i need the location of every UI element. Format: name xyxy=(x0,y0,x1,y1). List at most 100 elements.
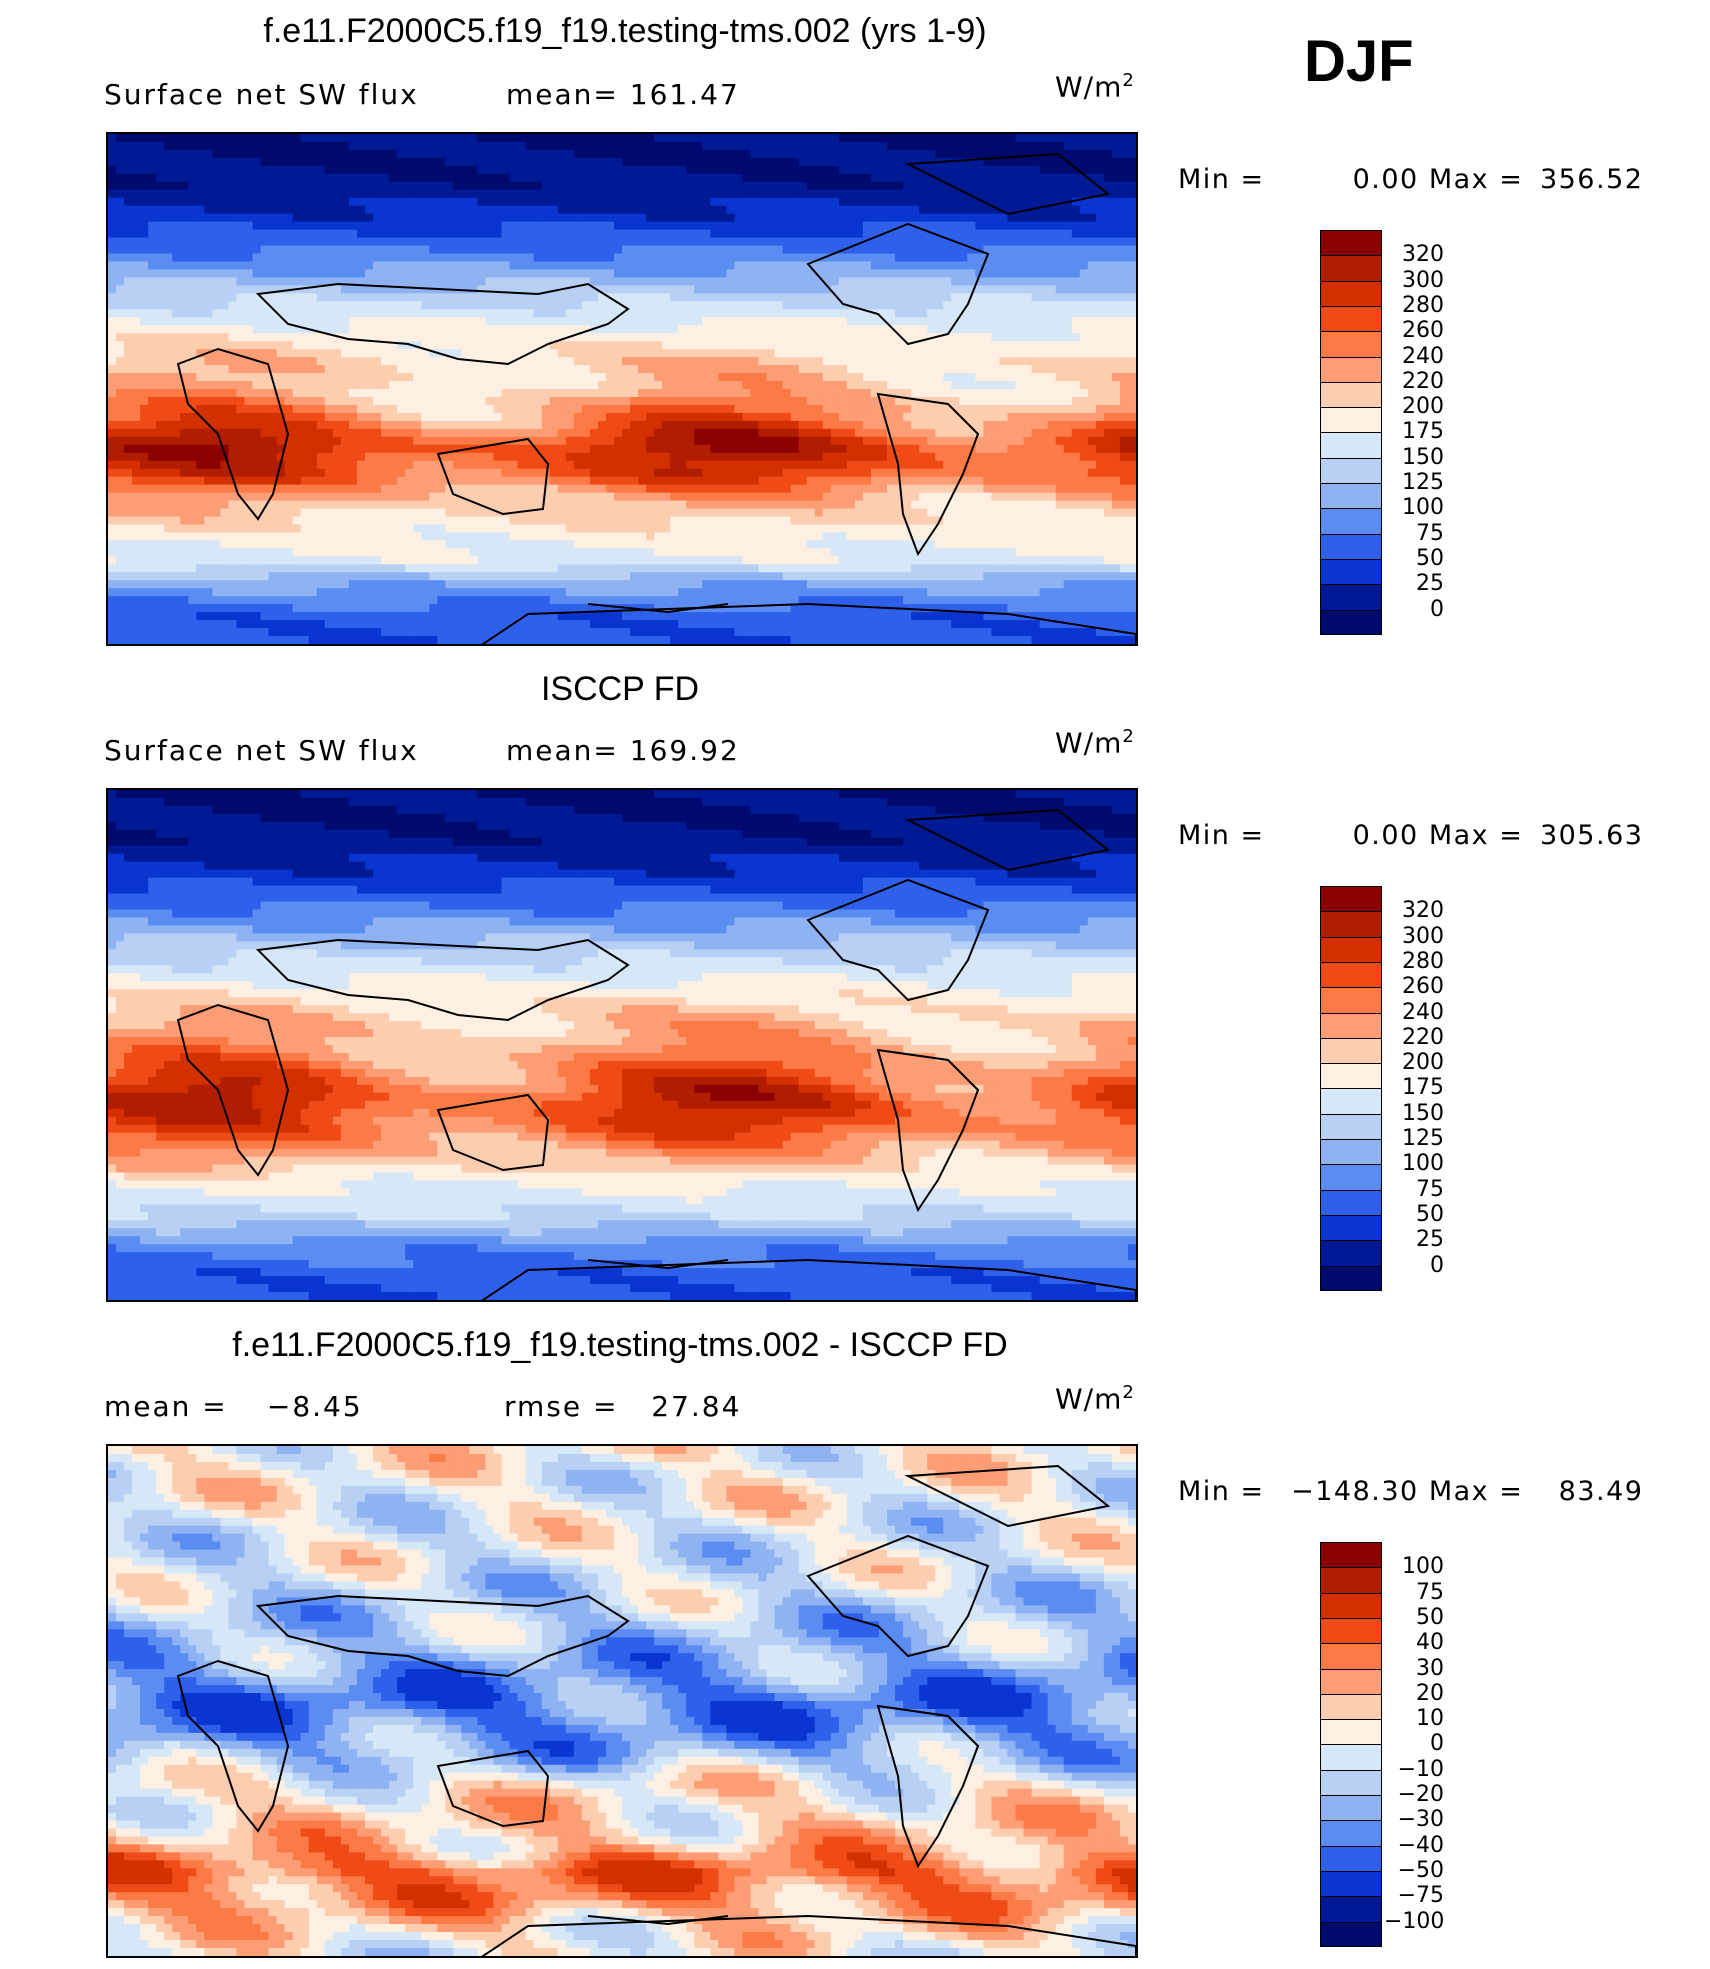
colorbar-tick-label: 100 xyxy=(1384,1556,1444,1578)
colorbar-tick-label: 10 xyxy=(1384,1708,1444,1730)
colorbar-swatch xyxy=(1320,255,1382,282)
panel-title: f.e11.F2000C5.f19_f19.testing-tms.002 - … xyxy=(0,1326,1240,1365)
variable-label: Surface net SW flux xyxy=(104,734,419,767)
mean-label: mean= xyxy=(506,78,619,111)
colorbar-swatch xyxy=(1320,407,1382,433)
colorbar-tick-label: 25 xyxy=(1384,573,1444,595)
colorbar-tick-label: −40 xyxy=(1384,1834,1444,1857)
coastline xyxy=(176,347,290,521)
min-label: Min = xyxy=(1178,164,1265,195)
panel-title: f.e11.F2000C5.f19_f19.testing-tms.002 (y… xyxy=(0,12,1250,51)
colorbar-swatch xyxy=(1320,609,1382,636)
colorbar-tick-label: 150 xyxy=(1384,1102,1444,1125)
min-max-readout: Min = −148.30 Max = 83.49 xyxy=(1178,1476,1643,1507)
colorbar-swatch xyxy=(1320,1592,1382,1619)
colorbar-swatch xyxy=(1320,1240,1382,1266)
colorbar-swatch xyxy=(1320,1012,1382,1039)
colorbar-swatch xyxy=(1320,1870,1382,1897)
units-label: W/m2 xyxy=(1055,70,1135,103)
colorbar-swatch xyxy=(1320,230,1382,256)
colorbar-swatch xyxy=(1320,1617,1382,1644)
colorbar-swatch xyxy=(1320,584,1382,610)
colorbar-tick-label: 320 xyxy=(1384,900,1444,922)
units-label: W/m2 xyxy=(1055,726,1135,759)
colorbar-tick-label: −75 xyxy=(1384,1885,1444,1907)
rmse-label: rmse = xyxy=(504,1390,618,1423)
max-value: 305.63 xyxy=(1533,820,1643,851)
colorbar-swatch xyxy=(1320,1542,1382,1568)
colorbar-tick-label: 75 xyxy=(1384,522,1444,545)
coastline xyxy=(481,602,1136,644)
coastlines xyxy=(176,808,1136,1300)
coastline xyxy=(904,152,1111,216)
coastline xyxy=(876,392,980,557)
min-value: 0.00 xyxy=(1275,164,1419,195)
mean-label: mean = xyxy=(104,1390,228,1423)
colorbar-tick-label: −100 xyxy=(1384,1910,1444,1933)
colorbar-swatch xyxy=(1320,1214,1382,1241)
contour-fill xyxy=(108,790,1136,1300)
coastline xyxy=(255,938,630,1022)
colorbar-tick-label: 25 xyxy=(1384,1229,1444,1251)
colorbar-tick-label: 75 xyxy=(1384,1178,1444,1201)
colorbar-swatch xyxy=(1320,1088,1382,1115)
mean-stat: mean = −8.45 xyxy=(104,1390,363,1423)
coastline xyxy=(176,1003,290,1177)
colorbar-swatch xyxy=(1320,1820,1382,1847)
units-label: W/m2 xyxy=(1055,1382,1135,1415)
colorbar-tick-label: 0 xyxy=(1384,598,1444,621)
colorbar-tick-label: 125 xyxy=(1384,1128,1444,1150)
colorbar-swatch xyxy=(1320,1668,1382,1695)
colorbar-tick-label: 0 xyxy=(1384,1733,1444,1755)
contour-fill xyxy=(108,1446,1136,1956)
mean-stat: mean= 169.92 xyxy=(506,734,740,767)
colorbar-swatch xyxy=(1320,911,1382,938)
colorbar-swatch xyxy=(1320,1139,1382,1165)
coastline xyxy=(436,437,550,516)
colorbar-tick-label: 260 xyxy=(1384,320,1444,342)
max-label: Max = xyxy=(1429,1476,1524,1507)
max-label: Max = xyxy=(1429,164,1524,195)
colorbar-swatch xyxy=(1320,1037,1382,1064)
colorbar-tick-label: 50 xyxy=(1384,1203,1444,1226)
colorbar-swatch xyxy=(1320,1063,1382,1089)
colorbar-tick-label: 240 xyxy=(1384,1001,1444,1024)
colorbar-swatch xyxy=(1320,533,1382,560)
colorbar-swatch xyxy=(1320,1744,1382,1771)
colorbar-tick-label: 30 xyxy=(1384,1657,1444,1680)
colorbar-swatch xyxy=(1320,356,1382,383)
min-label: Min = xyxy=(1178,820,1265,851)
colorbar-tick-label: 125 xyxy=(1384,472,1444,494)
colorbar-swatch xyxy=(1320,936,1382,963)
coastline xyxy=(806,878,990,1002)
colorbar-tick-label: 200 xyxy=(1384,1052,1444,1074)
coastline xyxy=(904,808,1111,872)
colorbar-tick-label: 280 xyxy=(1384,294,1444,317)
colorbar-swatch xyxy=(1320,987,1382,1013)
rmse-value: 27.84 xyxy=(629,1390,741,1423)
colorbar-tick-label: −30 xyxy=(1384,1809,1444,1831)
colorbar-tick-label: 175 xyxy=(1384,421,1444,443)
colorbar-tick-label: −50 xyxy=(1384,1859,1444,1882)
colorbar-swatch xyxy=(1320,280,1382,307)
colorbar-tick-label: 20 xyxy=(1384,1682,1444,1705)
colorbar-tick-label: 300 xyxy=(1384,925,1444,948)
colorbar-tick-label: 260 xyxy=(1384,976,1444,998)
colorbar-swatch xyxy=(1320,381,1382,408)
coastline xyxy=(587,603,729,614)
coastline xyxy=(806,1534,990,1658)
colorbar-swatch xyxy=(1320,305,1382,332)
contour-map-obs xyxy=(106,788,1138,1302)
coastline xyxy=(587,1259,729,1270)
colorbar-swatch xyxy=(1320,1795,1382,1821)
max-value: 356.52 xyxy=(1533,164,1643,195)
colorbar-tick-label: 150 xyxy=(1384,446,1444,469)
coastline xyxy=(481,1258,1136,1300)
colorbar-swatch xyxy=(1320,1845,1382,1872)
colorbar-tick-label: 0 xyxy=(1384,1254,1444,1277)
coastline xyxy=(436,1749,550,1828)
colorbar-swatch xyxy=(1320,1921,1382,1948)
min-max-readout: Min = 0.00 Max = 356.52 xyxy=(1178,164,1643,195)
colorbar-swatch xyxy=(1320,331,1382,357)
variable-label: Surface net SW flux xyxy=(104,78,419,111)
